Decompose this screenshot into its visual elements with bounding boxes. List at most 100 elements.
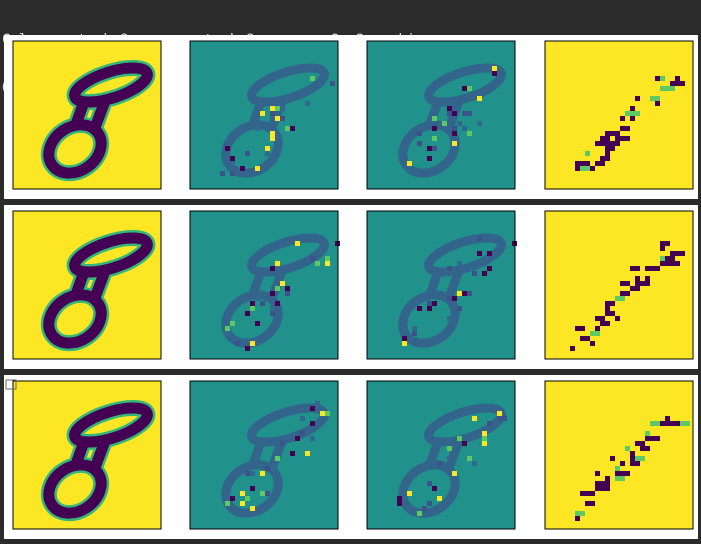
mask-pixel — [580, 491, 585, 496]
image-plot — [12, 210, 162, 359]
mask-pixel — [665, 86, 675, 91]
mask-pixel — [595, 141, 605, 146]
mask-pixel — [570, 346, 575, 351]
attribution-pixel — [290, 451, 295, 456]
mask-pixel — [605, 301, 615, 306]
attribution-pixel — [275, 106, 280, 111]
mask-pixel — [665, 256, 670, 261]
attribution-pixel — [457, 261, 462, 266]
attribution-pixel — [427, 306, 432, 311]
mask-pixel — [635, 441, 640, 446]
mask-pixel — [630, 451, 635, 456]
attribution-pixel — [427, 146, 432, 151]
mask-pixel — [600, 136, 610, 141]
mask-pixel — [620, 116, 625, 121]
attribution-pixel — [462, 86, 467, 91]
mask-pixel — [590, 341, 595, 346]
mask-pixel — [595, 481, 605, 486]
attribution-pixel — [437, 496, 442, 501]
mask-pixel — [595, 161, 605, 166]
mask-pixel — [625, 281, 630, 286]
attribution-pixel — [260, 491, 265, 496]
attribution-pixel — [447, 456, 452, 461]
attribution-pixel — [457, 436, 462, 441]
attribution-pixel — [245, 496, 250, 501]
image-frame — [12, 40, 162, 190]
mask-pixel — [615, 296, 625, 301]
attribution-pixel — [407, 161, 412, 166]
image-plot — [366, 210, 517, 360]
mask-pixel — [660, 246, 665, 251]
attribution-pixel — [270, 111, 275, 116]
mask-pixel — [605, 151, 610, 156]
attribution-pixel — [275, 261, 280, 266]
mask-pixel — [635, 96, 640, 101]
attribution-pixel — [255, 321, 260, 326]
mask-pixel — [575, 326, 585, 331]
attribution-pixel — [462, 441, 467, 446]
attribution-pixel — [487, 421, 492, 426]
attribution-pixel — [255, 126, 260, 131]
attribution-pixel — [487, 251, 492, 256]
attribution-pixel — [245, 151, 250, 156]
attribution-pixel — [290, 126, 295, 131]
attribution-pixel — [482, 441, 487, 446]
attribution-pixel — [487, 266, 492, 271]
attribution-pixel — [397, 501, 402, 506]
mask-pixel — [630, 456, 635, 461]
mask-pixel — [615, 316, 620, 321]
attribution-pixel — [467, 456, 472, 461]
attribution-pixel — [492, 66, 497, 71]
attribution-pixel — [330, 81, 335, 86]
attribution-pixel — [427, 301, 432, 306]
attribution-pixel — [472, 271, 477, 276]
attribution-pixel — [225, 501, 230, 506]
attribution-pixel — [432, 126, 437, 131]
attribution-pixel — [467, 86, 472, 91]
mask-pixel — [600, 156, 610, 161]
attribution-pixel — [477, 121, 482, 126]
mask-pixel — [660, 261, 670, 266]
attribution-pixel — [310, 406, 315, 411]
attribution-pixel — [482, 431, 487, 436]
mask-pixel — [605, 141, 615, 146]
mask-pixel — [620, 136, 630, 141]
attribution-pixel — [230, 496, 235, 501]
mask-pixel — [605, 146, 615, 151]
attribution-pixel — [477, 236, 482, 241]
attribution-pixel — [407, 506, 412, 511]
attribution-pixel — [497, 411, 502, 416]
attribution-pixel — [417, 511, 422, 516]
mask-pixel — [650, 96, 660, 101]
attribution-pixel — [280, 281, 285, 286]
attribution-pixel — [300, 431, 305, 436]
attribution-pixel — [225, 326, 230, 331]
mask-pixel — [615, 476, 625, 481]
mask-pixel — [680, 81, 685, 86]
attribution-pixel — [265, 146, 270, 151]
mask-pixel — [580, 336, 585, 341]
attribution-pixel — [250, 506, 255, 511]
attribution-pixel — [230, 321, 235, 326]
mask-pixel — [660, 421, 670, 426]
attribution-pixel — [275, 301, 280, 306]
attribution-pixel — [467, 266, 472, 271]
mask-pixel — [615, 136, 620, 141]
mask-pixel — [630, 286, 635, 291]
attribution-pixel — [250, 341, 255, 346]
mask-pixel — [610, 456, 615, 461]
attribution-pixel — [270, 306, 275, 311]
mask-pixel — [640, 446, 650, 451]
mask-pixel — [670, 261, 680, 266]
attribution-pixel — [265, 466, 270, 471]
attribution-pixel — [402, 341, 407, 346]
attribution-pixel — [447, 266, 452, 271]
image-frame — [189, 210, 339, 360]
attribution-pixel — [452, 126, 457, 131]
attribution-pixel — [245, 311, 250, 316]
output-icon — [5, 379, 17, 390]
attribution-pixel — [477, 96, 482, 101]
attribution-pixel — [447, 446, 452, 451]
attribution-pixel — [447, 111, 452, 116]
attribution-pixel — [220, 171, 225, 176]
